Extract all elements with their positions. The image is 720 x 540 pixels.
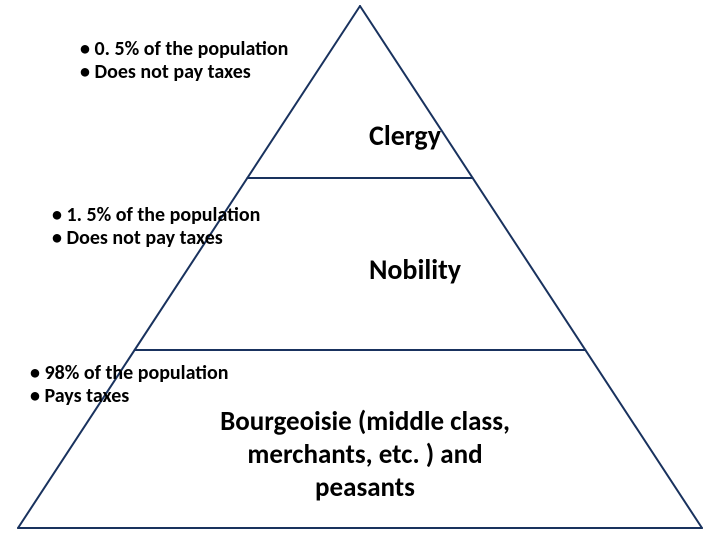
tier-label-bourgeoisie: Bourgeoisie (middle class, merchants, et… (205, 405, 525, 504)
annotation-bourgeoisie-line-1: 98% of the population (30, 362, 228, 385)
annotation-bourgeoisie-line-2: Pays taxes (30, 385, 228, 408)
annotation-clergy-line-2: Does not pay taxes (80, 61, 288, 84)
tier-label-clergy: Clergy (305, 118, 505, 153)
annotation-clergy-line-1: 0. 5% of the population (80, 38, 288, 61)
pyramid-diagram: 0. 5% of the population Does not pay tax… (0, 0, 720, 540)
annotation-nobility: 1. 5% of the population Does not pay tax… (52, 204, 260, 250)
tier-label-nobility: Nobility (305, 252, 525, 287)
annotation-nobility-line-2: Does not pay taxes (52, 227, 260, 250)
annotation-nobility-line-1: 1. 5% of the population (52, 204, 260, 227)
annotation-bourgeoisie: 98% of the population Pays taxes (30, 362, 228, 408)
annotation-clergy: 0. 5% of the population Does not pay tax… (80, 38, 288, 84)
